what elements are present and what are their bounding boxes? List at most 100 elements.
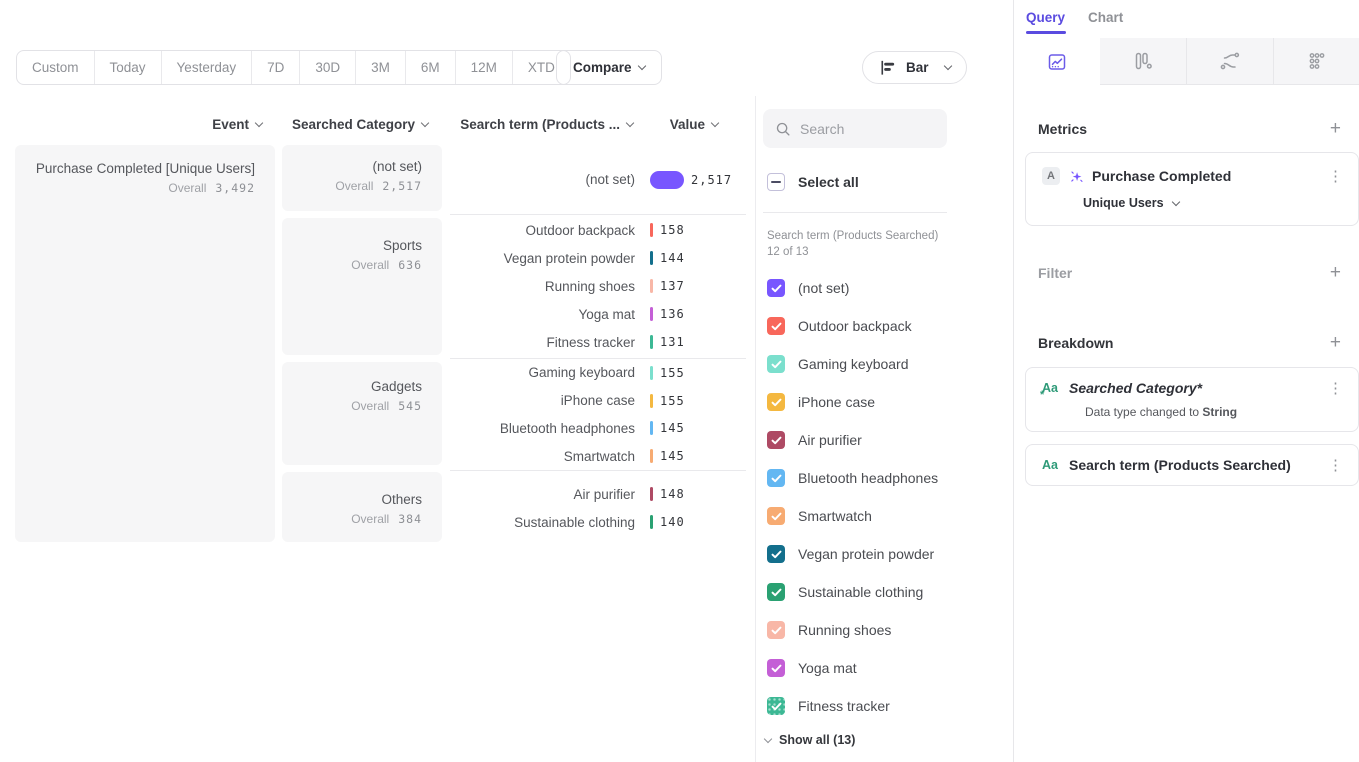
legend-item-label: Sustainable clothing: [798, 584, 924, 600]
column-header-value[interactable]: Value: [640, 117, 720, 132]
kebab-menu-icon[interactable]: ⋮: [1328, 167, 1343, 185]
search-input[interactable]: [800, 120, 935, 137]
legend-item[interactable]: Outdoor backpack: [767, 307, 938, 345]
legend-checkbox[interactable]: [767, 393, 785, 411]
breakdown-card[interactable]: Aa * Searched Category* ⋮ Data type chang…: [1025, 367, 1359, 432]
legend-list: (not set) Outdoor backpack Gaming keyboa…: [767, 269, 938, 725]
legend-item[interactable]: Sustainable clothing: [767, 573, 938, 611]
legend-checkbox[interactable]: [767, 583, 785, 601]
category-segment-box[interactable]: Sports Overall 636: [282, 218, 442, 355]
event-overall: Overall 3,492: [168, 181, 255, 195]
date-range-button[interactable]: 6M: [406, 51, 456, 84]
value-bar: [650, 170, 684, 189]
show-all-label: Show all (13): [779, 733, 856, 747]
chart-type-selector[interactable]: Bar: [862, 51, 967, 84]
legend-item[interactable]: Vegan protein powder: [767, 535, 938, 573]
category-label: Sports: [382, 238, 422, 253]
legend-subtitle: Search term (Products Searched) 12 of 13: [767, 230, 939, 258]
legend-checkbox[interactable]: [767, 279, 785, 297]
term-row[interactable]: Outdoor backpack 158: [450, 216, 746, 244]
column-header-searched-category[interactable]: Searched Category: [280, 117, 430, 132]
legend-item[interactable]: Gaming keyboard: [767, 345, 938, 383]
term-value: 155: [660, 365, 685, 380]
legend-item[interactable]: Bluetooth headphones: [767, 459, 938, 497]
term-row[interactable]: Vegan protein powder 144: [450, 244, 746, 272]
tab-chart[interactable]: Chart: [1088, 10, 1124, 25]
date-range-button[interactable]: XTD: [513, 51, 570, 84]
metric-card[interactable]: A Purchase Completed ⋮ Unique Users: [1025, 152, 1359, 226]
value-cell: 145: [650, 421, 746, 436]
tab-retention[interactable]: [1273, 38, 1359, 85]
metric-aggregation-selector[interactable]: Unique Users: [1083, 196, 1346, 210]
category-segment-box[interactable]: Gadgets Overall 545: [282, 362, 442, 465]
legend-item[interactable]: Yoga mat: [767, 649, 938, 687]
date-range-button[interactable]: 30D: [300, 51, 357, 84]
check-icon: [771, 588, 781, 596]
searched-category-column: (not set) Overall 2,517 Sports Overall 636…: [282, 145, 442, 549]
legend-checkbox[interactable]: [767, 621, 785, 639]
metrics-title: Metrics: [1038, 120, 1088, 137]
term-row[interactable]: Fitness tracker 131: [450, 328, 746, 356]
term-row[interactable]: Smartwatch 145: [450, 442, 746, 470]
term-row[interactable]: iPhone case 155: [450, 387, 746, 415]
select-all-row[interactable]: Select all: [767, 173, 859, 191]
legend-checkbox[interactable]: [767, 469, 785, 487]
value-bar: [650, 279, 653, 293]
legend-item[interactable]: Smartwatch: [767, 497, 938, 535]
category-segment-box[interactable]: Others Overall 384: [282, 472, 442, 542]
legend-item[interactable]: Running shoes: [767, 611, 938, 649]
term-row[interactable]: (not set) 2,517: [450, 166, 746, 194]
tab-insights[interactable]: [1014, 38, 1100, 85]
check-icon: [771, 284, 781, 292]
add-breakdown-button[interactable]: +: [1329, 332, 1341, 353]
kebab-menu-icon[interactable]: ⋮: [1328, 379, 1343, 397]
add-filter-button[interactable]: +: [1329, 262, 1341, 283]
term-row[interactable]: Air purifier 148: [450, 480, 746, 508]
term-row[interactable]: Yoga mat 136: [450, 300, 746, 328]
term-value: 148: [660, 487, 685, 501]
term-value: 158: [660, 223, 685, 237]
breakdown-card[interactable]: Aa* Search term (Products Searched) ⋮: [1025, 444, 1359, 486]
tab-query[interactable]: Query: [1026, 10, 1066, 25]
column-header-event[interactable]: Event: [150, 117, 264, 132]
value-cell: 144: [650, 251, 746, 265]
term-row[interactable]: Running shoes 137: [450, 272, 746, 300]
term-row[interactable]: Gaming keyboard 155: [450, 359, 746, 387]
tab-flows[interactable]: [1186, 38, 1273, 85]
date-range-button[interactable]: 12M: [456, 51, 513, 84]
legend-item[interactable]: Air purifier: [767, 421, 938, 459]
show-all-toggle[interactable]: Show all (13): [763, 733, 856, 747]
legend-checkbox[interactable]: [767, 355, 785, 373]
date-range-button[interactable]: Custom: [17, 51, 95, 84]
date-range-button[interactable]: 3M: [356, 51, 406, 84]
compare-button[interactable]: Compare: [556, 50, 662, 85]
date-range-button[interactable]: Today: [95, 51, 162, 84]
legend-item[interactable]: Fitness tracker: [767, 687, 938, 725]
legend-item[interactable]: iPhone case: [767, 383, 938, 421]
legend-item[interactable]: (not set): [767, 269, 938, 307]
date-range-button[interactable]: 7D: [252, 51, 301, 84]
legend-checkbox[interactable]: [767, 659, 785, 677]
category-overall: Overall 2,517: [335, 179, 422, 193]
legend-checkbox[interactable]: [767, 545, 785, 563]
column-header-search-term[interactable]: Search term (Products ...: [448, 117, 635, 132]
legend-checkbox[interactable]: [767, 317, 785, 335]
legend-checkbox[interactable]: [767, 507, 785, 525]
kebab-menu-icon[interactable]: ⋮: [1328, 456, 1343, 474]
date-range-button[interactable]: Yesterday: [162, 51, 253, 84]
term-row[interactable]: Sustainable clothing 140: [450, 508, 746, 536]
term-row[interactable]: Bluetooth headphones 145: [450, 415, 746, 443]
filter-section-header: Filter +: [1038, 263, 1341, 282]
category-overall: Overall 545: [351, 399, 422, 413]
category-segment-box[interactable]: (not set) Overall 2,517: [282, 145, 442, 211]
string-property-icon: Aa*: [1042, 458, 1058, 472]
value-cell: 155: [650, 393, 746, 408]
select-all-checkbox[interactable]: [767, 173, 785, 191]
term-value: 140: [660, 515, 685, 529]
add-metric-button[interactable]: +: [1329, 118, 1341, 139]
event-segment-box[interactable]: Purchase Completed [Unique Users] Overal…: [15, 145, 275, 542]
tab-funnels[interactable]: [1100, 38, 1186, 85]
legend-checkbox[interactable]: [767, 697, 785, 715]
legend-checkbox[interactable]: [767, 431, 785, 449]
value-cell: 158: [650, 223, 746, 237]
